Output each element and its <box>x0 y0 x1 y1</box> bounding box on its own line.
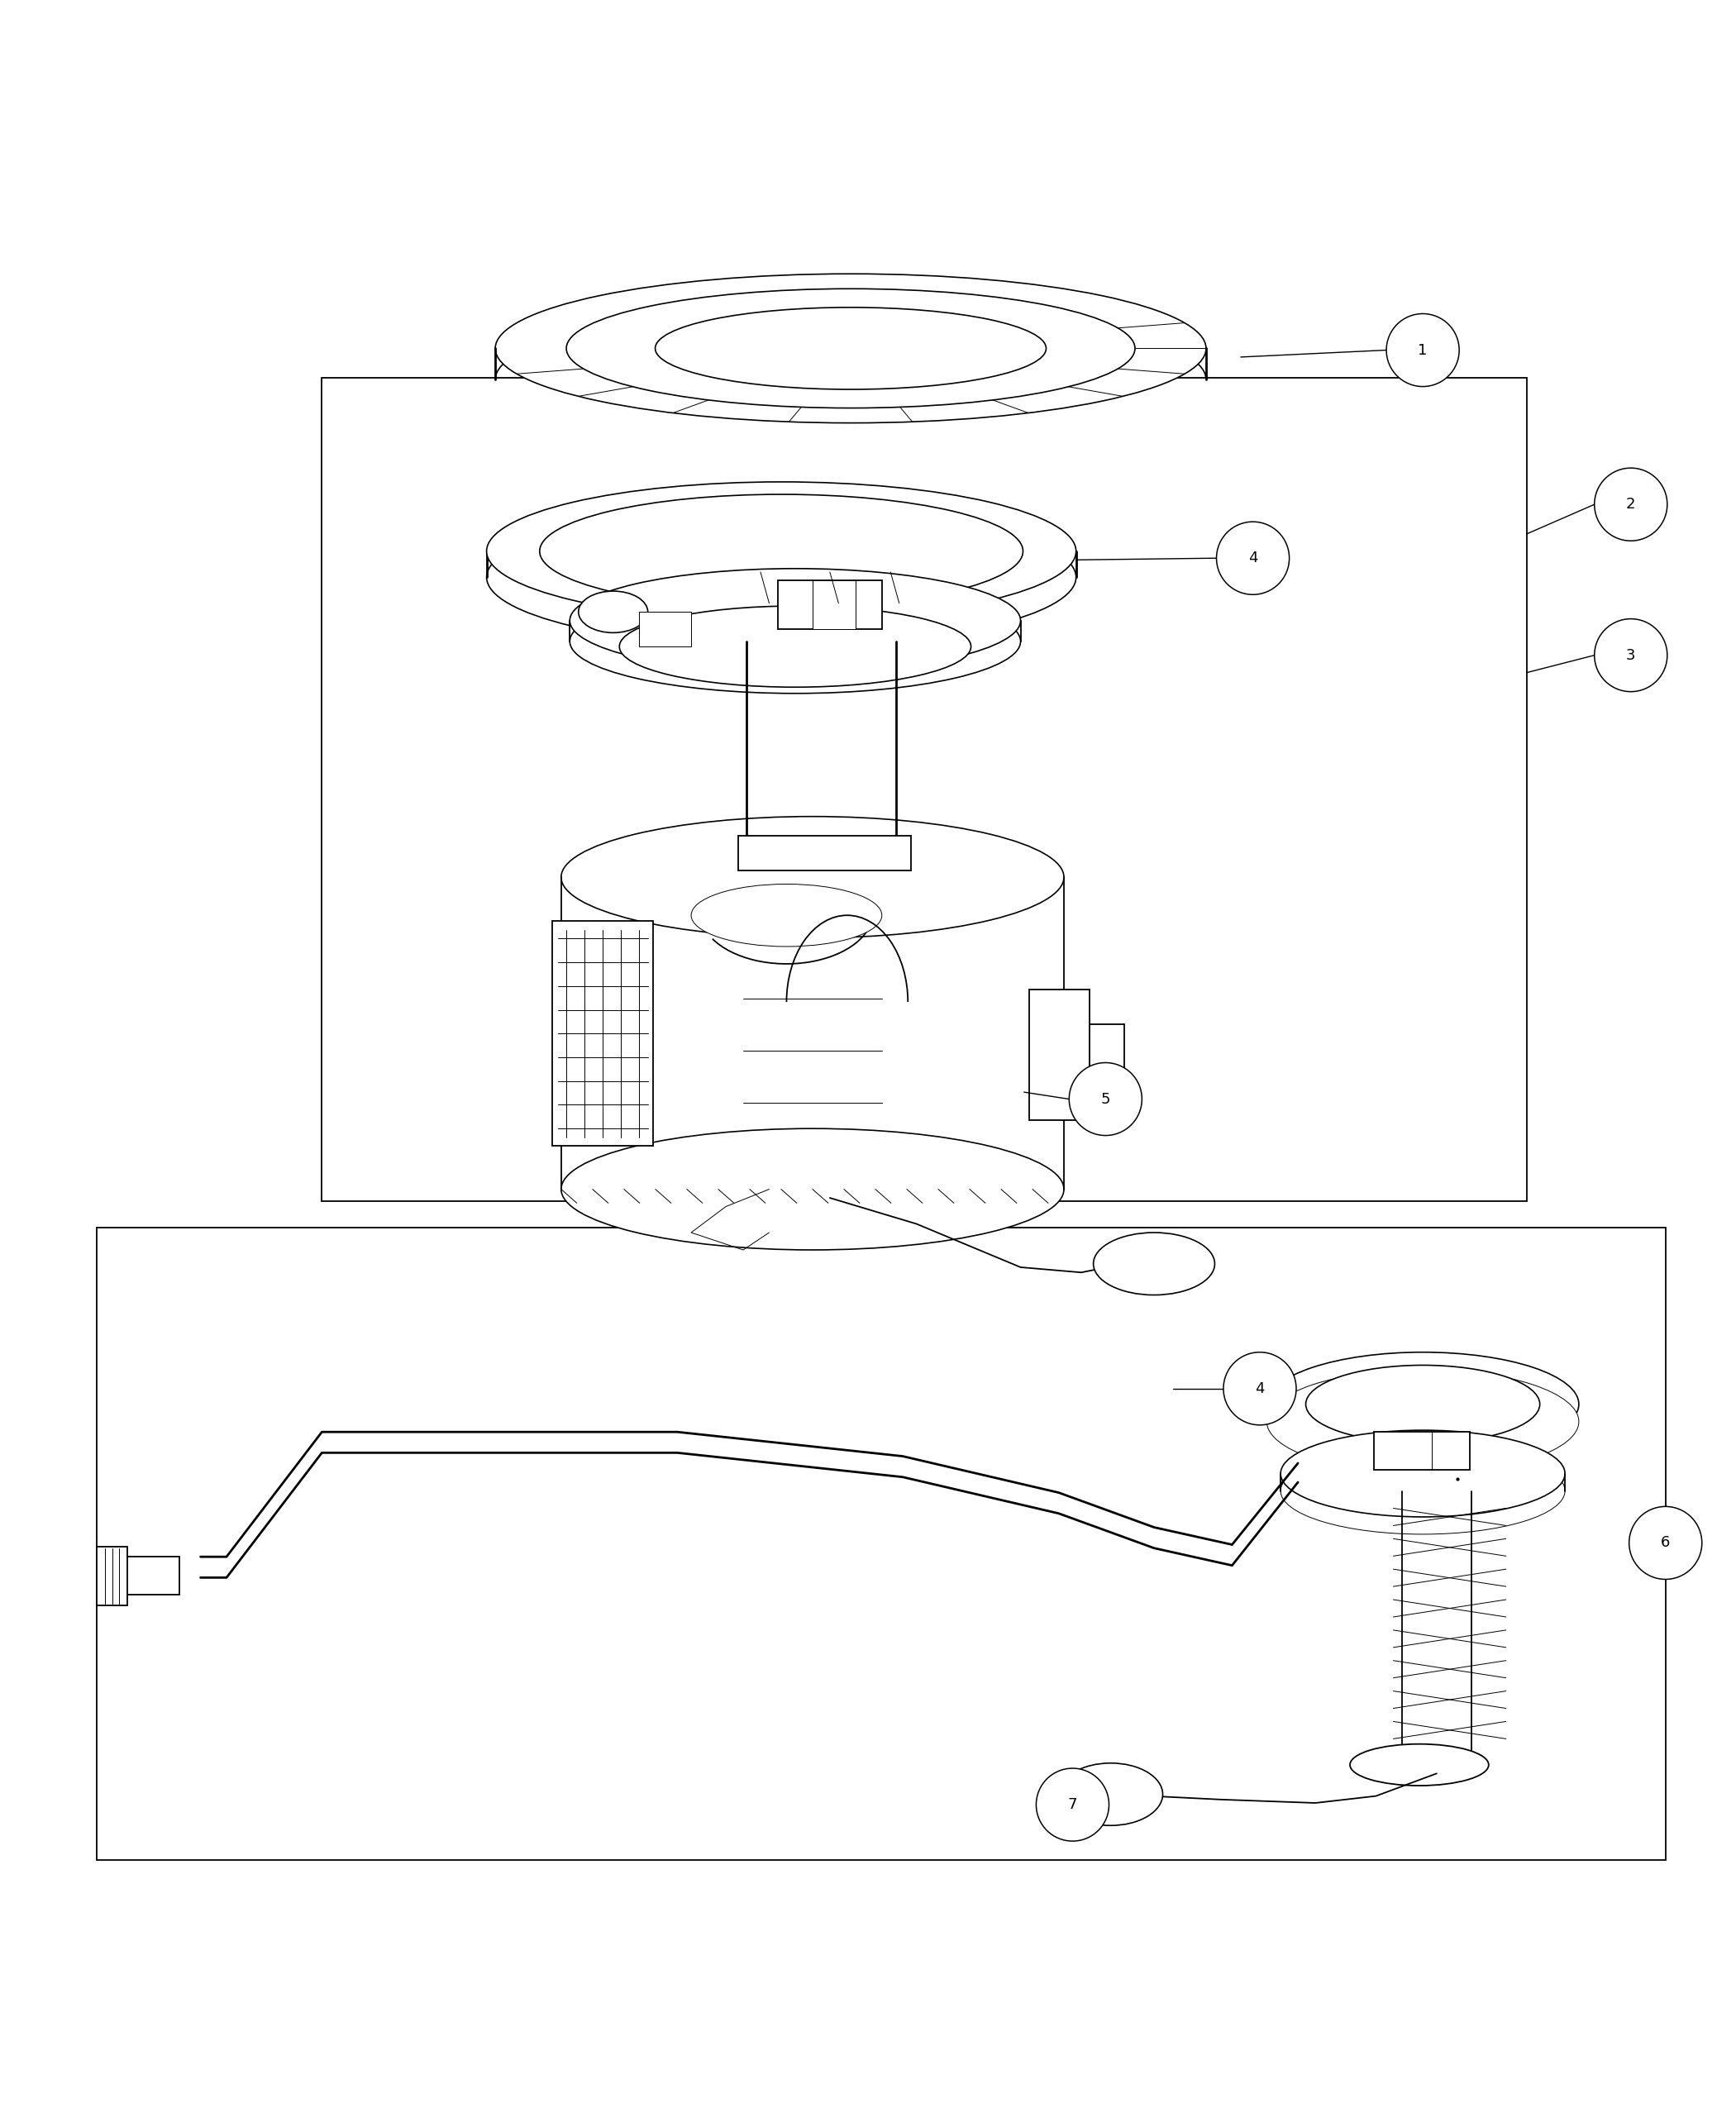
Circle shape <box>1628 1507 1701 1579</box>
Ellipse shape <box>1281 1448 1564 1535</box>
Text: 3: 3 <box>1627 647 1635 662</box>
Circle shape <box>1594 620 1667 691</box>
Ellipse shape <box>569 569 1021 672</box>
Circle shape <box>1069 1062 1142 1136</box>
Ellipse shape <box>486 483 1076 620</box>
Ellipse shape <box>1094 1233 1215 1294</box>
Ellipse shape <box>495 306 1207 453</box>
Text: 5: 5 <box>1101 1092 1111 1107</box>
Text: 7: 7 <box>1068 1798 1078 1813</box>
Ellipse shape <box>495 274 1207 424</box>
Text: 6: 6 <box>1661 1535 1670 1549</box>
Ellipse shape <box>486 508 1076 647</box>
Ellipse shape <box>578 590 648 632</box>
Text: 4: 4 <box>1255 1381 1264 1395</box>
Bar <box>639 611 691 647</box>
Bar <box>1090 1024 1125 1094</box>
Bar <box>738 835 911 871</box>
Ellipse shape <box>1281 1429 1564 1518</box>
Ellipse shape <box>540 495 1023 607</box>
Circle shape <box>1387 314 1460 386</box>
Text: 2: 2 <box>1627 497 1635 512</box>
Ellipse shape <box>1351 1743 1489 1785</box>
Bar <box>115 1558 181 1596</box>
Ellipse shape <box>1305 1366 1540 1444</box>
Ellipse shape <box>1267 1351 1578 1457</box>
Bar <box>97 1227 1665 1859</box>
Bar <box>552 921 653 1147</box>
Circle shape <box>1224 1351 1297 1425</box>
Circle shape <box>1594 468 1667 542</box>
Ellipse shape <box>620 605 970 687</box>
Text: 4: 4 <box>1248 550 1257 565</box>
Bar <box>778 580 882 630</box>
Ellipse shape <box>691 883 882 946</box>
Text: 1: 1 <box>1418 344 1427 358</box>
Bar <box>321 377 1526 1202</box>
Circle shape <box>1036 1769 1109 1840</box>
Bar <box>97 1547 128 1606</box>
Ellipse shape <box>566 289 1135 409</box>
Ellipse shape <box>561 1128 1064 1250</box>
Bar <box>1029 991 1090 1119</box>
Ellipse shape <box>654 308 1047 390</box>
Ellipse shape <box>1267 1370 1578 1473</box>
Circle shape <box>1217 523 1290 594</box>
Bar <box>1375 1431 1470 1469</box>
Ellipse shape <box>561 816 1064 938</box>
Ellipse shape <box>1059 1762 1163 1826</box>
Ellipse shape <box>569 590 1021 694</box>
Bar <box>812 580 856 630</box>
